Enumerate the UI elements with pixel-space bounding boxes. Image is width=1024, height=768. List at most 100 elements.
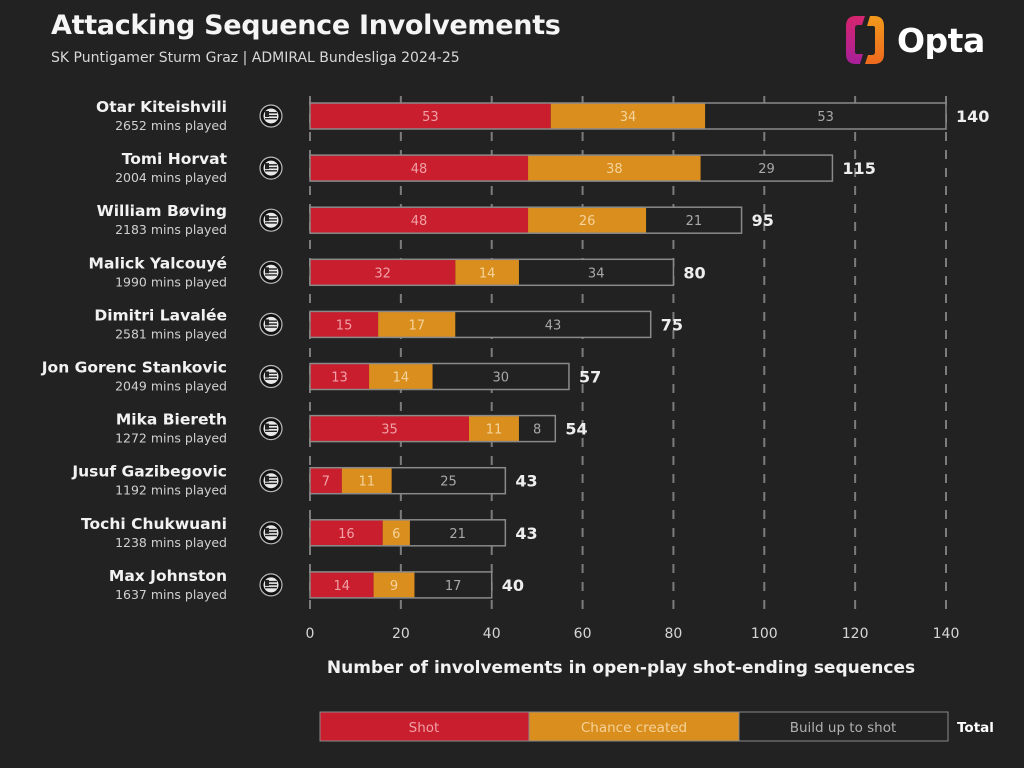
player-row: Tochi Chukwuani 1238 mins played 16 6 21 43 bbox=[81, 515, 538, 550]
player-minutes: 2581 mins played bbox=[115, 326, 227, 341]
x-tick-label: 60 bbox=[574, 626, 592, 642]
x-tick-label: 140 bbox=[933, 626, 960, 642]
bar-segment-shot bbox=[310, 519, 383, 546]
player-name: Mika Biereth bbox=[116, 411, 227, 429]
bar-segment-shot bbox=[310, 311, 379, 338]
club-crest-icon bbox=[259, 364, 283, 389]
bar-outline bbox=[309, 258, 675, 287]
bar-total-label: 57 bbox=[579, 368, 601, 387]
bar-segment-shot bbox=[310, 571, 374, 598]
player-minutes: 1192 mins played bbox=[115, 483, 227, 498]
crest-stripe bbox=[265, 580, 277, 583]
bar-total-label: 40 bbox=[502, 576, 524, 595]
bar-segment-shot bbox=[310, 155, 529, 182]
x-tick-label: 20 bbox=[392, 626, 410, 642]
bar-segment-build-up bbox=[705, 103, 946, 129]
player-name: Malick Yalcouyé bbox=[89, 254, 227, 272]
bar-label-shot: 48 bbox=[411, 214, 428, 229]
bar-outline bbox=[309, 571, 493, 599]
bar-outline bbox=[309, 206, 743, 234]
bar-outline bbox=[309, 154, 834, 182]
bar-total-label: 80 bbox=[683, 263, 705, 282]
chart-subtitle: SK Puntigamer Sturm Graz | ADMIRAL Bunde… bbox=[51, 50, 460, 66]
crest-stripe bbox=[265, 430, 277, 432]
bar-label-build-up: 21 bbox=[449, 527, 466, 542]
crest-stripe bbox=[265, 112, 277, 114]
crest-stripe bbox=[265, 323, 277, 325]
bar-segment-build-up bbox=[391, 467, 506, 494]
player-row: Malick Yalcouyé 1990 mins played 32 14 34 80 bbox=[89, 254, 706, 289]
legend-label-shot: Shot bbox=[409, 720, 440, 736]
club-crest-icon bbox=[259, 417, 283, 441]
bar-label-chance-created: 11 bbox=[486, 423, 503, 438]
bar-label-shot: 48 bbox=[411, 162, 428, 177]
club-crest-icon bbox=[259, 104, 283, 128]
club-crest-icon bbox=[259, 260, 283, 284]
opta-logo: Opta bbox=[843, 14, 985, 66]
player-name: Otar Kiteishvili bbox=[96, 98, 227, 116]
bar-segment-shot bbox=[310, 259, 456, 286]
bar-segment-build-up bbox=[646, 207, 742, 234]
crest-stripe bbox=[265, 427, 277, 429]
player-row: Tomi Horvat 2004 mins played 48 38 29 115 bbox=[115, 150, 876, 185]
player-name: Tomi Horvat bbox=[122, 150, 228, 168]
club-crest-icon bbox=[259, 312, 283, 336]
crest-stripe bbox=[265, 118, 277, 120]
player-minutes: 1238 mins played bbox=[115, 535, 227, 550]
legend-label-chance-created: Chance created bbox=[581, 720, 687, 736]
crest-stripe bbox=[265, 476, 277, 479]
player-minutes: 1637 mins played bbox=[115, 587, 227, 602]
x-tick-label: 40 bbox=[483, 626, 501, 642]
bar-segment-chance-created bbox=[528, 207, 647, 234]
player-name: Tochi Chukwuani bbox=[81, 515, 227, 533]
x-tick-label: 100 bbox=[751, 626, 778, 642]
crest-block bbox=[265, 423, 269, 430]
bar-outline bbox=[309, 362, 570, 391]
player-rows: Otar Kiteishvili 2652 mins played 53 34 53 14… bbox=[41, 98, 990, 602]
crest-block bbox=[265, 215, 269, 222]
bar-segment-chance-created bbox=[528, 155, 701, 182]
club-crest-icon bbox=[259, 208, 283, 232]
bar-total-label: 43 bbox=[515, 472, 537, 491]
crest-stripe bbox=[265, 170, 277, 172]
bar-label-build-up: 25 bbox=[440, 475, 457, 490]
bar-segment-chance-created bbox=[378, 311, 456, 338]
crest-block bbox=[265, 111, 269, 117]
bar-segment-build-up bbox=[455, 311, 651, 338]
bar-label-shot: 13 bbox=[331, 371, 348, 386]
bar-segment-build-up bbox=[518, 259, 674, 286]
crest-stripe bbox=[265, 378, 277, 380]
crest-stripe bbox=[265, 583, 277, 586]
bar-label-shot: 35 bbox=[381, 423, 398, 438]
player-minutes: 2049 mins played bbox=[115, 379, 227, 394]
crest-stripe bbox=[265, 222, 277, 224]
crest-stripe bbox=[265, 219, 277, 221]
bar-label-build-up: 43 bbox=[545, 318, 562, 333]
bar-segment-build-up bbox=[518, 415, 556, 442]
bar-total-label: 140 bbox=[956, 107, 989, 126]
bar-total-label: 54 bbox=[565, 420, 587, 439]
player-minutes: 1272 mins played bbox=[115, 431, 227, 446]
opta-logo-icon bbox=[846, 16, 884, 64]
bar-label-shot: 53 bbox=[422, 110, 439, 125]
crest-stripe bbox=[265, 326, 277, 328]
legend-swatch-chance-created bbox=[528, 711, 740, 742]
bar-segment-shot bbox=[310, 103, 551, 129]
player-name: Jon Gorenc Stankovic bbox=[41, 359, 227, 377]
bar-label-shot: 16 bbox=[338, 527, 355, 542]
player-row: William Bøving 2183 mins played 48 26 21 95 bbox=[97, 202, 774, 237]
bar-label-chance-created: 34 bbox=[620, 110, 637, 125]
player-row: Max Johnston 1637 mins played 14 9 17 40 bbox=[109, 567, 524, 602]
bar-label-chance-created: 17 bbox=[408, 318, 425, 333]
crest-stripe bbox=[265, 320, 277, 322]
opta-logo-text: Opta bbox=[897, 20, 985, 60]
bar-label-build-up: 8 bbox=[533, 423, 541, 438]
bar-total-label: 115 bbox=[842, 159, 875, 178]
legend-swatch-build-up bbox=[738, 711, 949, 742]
bar-segment-chance-created bbox=[341, 467, 392, 494]
player-minutes: 1990 mins played bbox=[115, 274, 227, 289]
bar-outline bbox=[309, 414, 557, 443]
bar-total-label: 95 bbox=[752, 211, 774, 230]
bar-label-chance-created: 11 bbox=[359, 475, 376, 490]
